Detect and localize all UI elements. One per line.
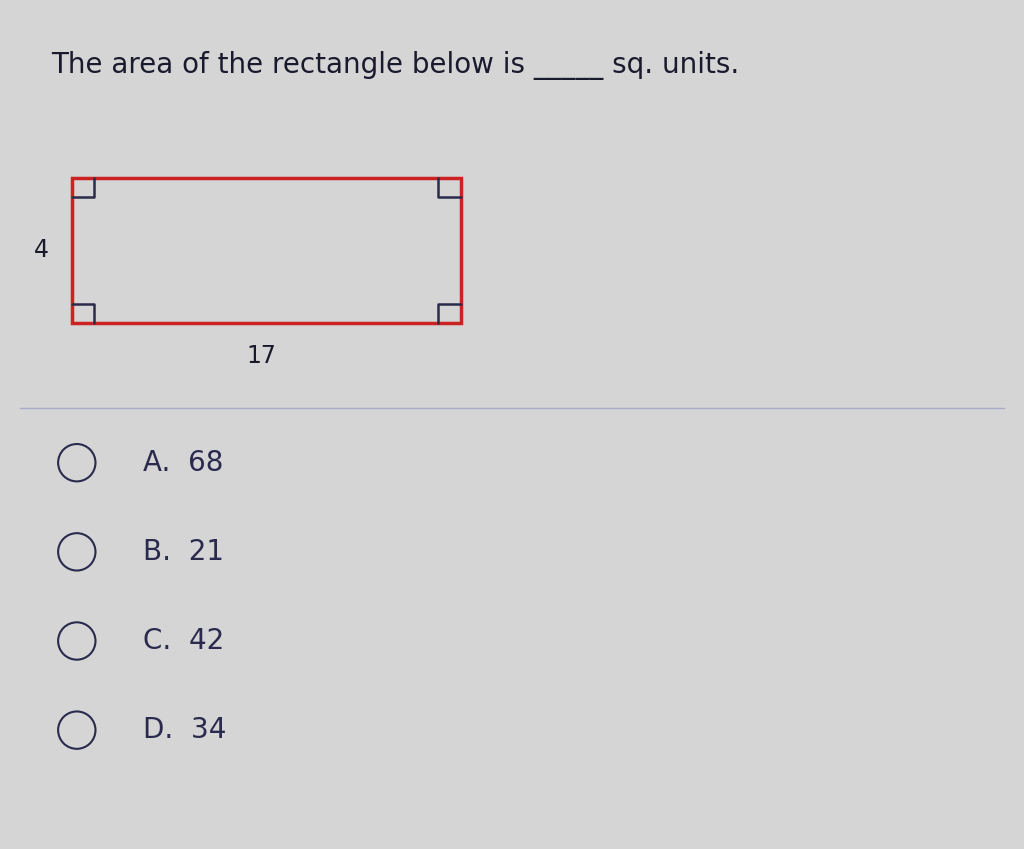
Text: B.  21: B. 21 <box>143 538 224 565</box>
Text: C.  42: C. 42 <box>143 627 224 655</box>
Text: 17: 17 <box>246 344 276 368</box>
Text: A.  68: A. 68 <box>143 449 223 476</box>
Text: D.  34: D. 34 <box>143 717 226 744</box>
Text: The area of the rectangle below is _____ sq. units.: The area of the rectangle below is _____… <box>51 51 739 80</box>
Text: 4: 4 <box>34 239 48 262</box>
Bar <box>72 178 461 323</box>
